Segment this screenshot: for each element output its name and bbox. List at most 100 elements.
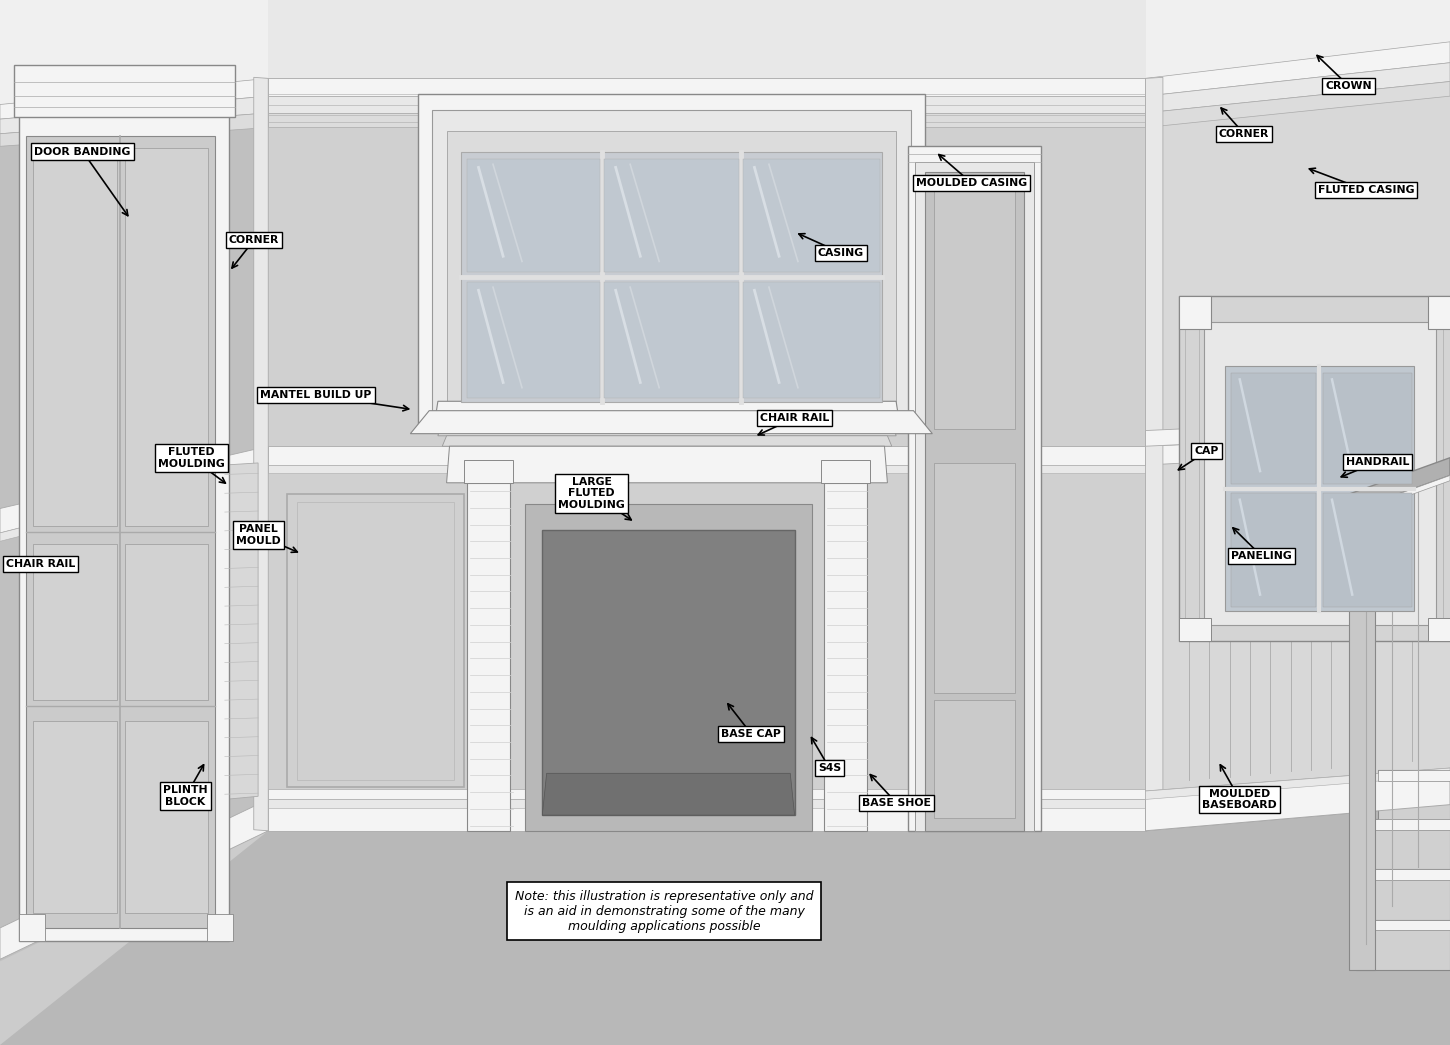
Polygon shape bbox=[1146, 775, 1450, 831]
Bar bbox=[432, 110, 911, 418]
Text: PANELING: PANELING bbox=[1231, 551, 1292, 561]
Bar bbox=[1225, 366, 1414, 611]
Polygon shape bbox=[14, 65, 235, 117]
Bar bbox=[1231, 493, 1315, 607]
Bar bbox=[742, 159, 880, 272]
Polygon shape bbox=[0, 805, 1450, 1045]
Text: CHAIR RAIL: CHAIR RAIL bbox=[6, 559, 75, 570]
Text: MANTEL BUILD UP: MANTEL BUILD UP bbox=[261, 390, 371, 400]
Bar bbox=[125, 721, 209, 913]
Polygon shape bbox=[0, 78, 268, 119]
Polygon shape bbox=[268, 799, 1146, 808]
Bar bbox=[1370, 819, 1450, 830]
Bar bbox=[33, 148, 117, 526]
Bar bbox=[1363, 869, 1450, 880]
Polygon shape bbox=[435, 401, 899, 420]
Bar bbox=[464, 460, 513, 483]
Bar bbox=[467, 282, 600, 398]
Bar bbox=[821, 460, 870, 483]
Text: PANEL
MOULD: PANEL MOULD bbox=[236, 525, 280, 545]
Polygon shape bbox=[268, 799, 1146, 831]
Polygon shape bbox=[1146, 42, 1450, 96]
Polygon shape bbox=[542, 773, 795, 815]
Bar bbox=[1348, 489, 1375, 970]
Bar bbox=[605, 159, 738, 272]
Bar bbox=[297, 502, 454, 780]
Bar bbox=[934, 179, 1015, 428]
Bar bbox=[1370, 819, 1450, 869]
Polygon shape bbox=[268, 0, 1146, 78]
Bar bbox=[447, 131, 896, 411]
Text: PLINTH
BLOCK: PLINTH BLOCK bbox=[164, 786, 207, 807]
Polygon shape bbox=[1146, 768, 1450, 799]
Bar bbox=[934, 700, 1015, 818]
Text: BASE CAP: BASE CAP bbox=[721, 728, 782, 739]
Text: CASING: CASING bbox=[818, 248, 864, 258]
Polygon shape bbox=[268, 789, 1146, 799]
Polygon shape bbox=[0, 446, 268, 533]
Text: CORNER: CORNER bbox=[229, 235, 278, 246]
Text: CORNER: CORNER bbox=[1219, 129, 1269, 139]
Bar bbox=[1356, 920, 1450, 970]
Bar bbox=[467, 159, 600, 272]
Polygon shape bbox=[442, 436, 892, 446]
Polygon shape bbox=[0, 113, 268, 146]
Bar bbox=[824, 483, 867, 831]
Polygon shape bbox=[410, 411, 932, 434]
Polygon shape bbox=[0, 0, 268, 104]
Polygon shape bbox=[268, 465, 1146, 473]
Polygon shape bbox=[447, 446, 887, 483]
Polygon shape bbox=[1146, 42, 1450, 831]
Text: FLUTED
MOULDING: FLUTED MOULDING bbox=[158, 447, 225, 468]
Polygon shape bbox=[1348, 475, 1450, 517]
Bar bbox=[1179, 296, 1211, 329]
Bar bbox=[287, 494, 464, 787]
Bar bbox=[1428, 618, 1450, 641]
Polygon shape bbox=[0, 465, 268, 541]
Polygon shape bbox=[438, 420, 896, 436]
Polygon shape bbox=[268, 446, 1146, 465]
Bar bbox=[125, 148, 209, 526]
Bar bbox=[934, 463, 1015, 694]
Text: LARGE
FLUTED
MOULDING: LARGE FLUTED MOULDING bbox=[558, 477, 625, 510]
Text: Note: this illustration is representative only and
is an aid in demonstrating so: Note: this illustration is representativ… bbox=[515, 889, 813, 933]
Text: CHAIR RAIL: CHAIR RAIL bbox=[760, 413, 829, 423]
Polygon shape bbox=[225, 463, 258, 799]
Bar bbox=[1356, 920, 1450, 930]
Bar bbox=[1378, 770, 1450, 781]
Bar bbox=[19, 914, 45, 940]
Polygon shape bbox=[268, 78, 1146, 831]
Bar bbox=[1363, 869, 1450, 920]
Text: S4S: S4S bbox=[818, 763, 841, 773]
Bar bbox=[1324, 493, 1412, 607]
Bar bbox=[1204, 322, 1436, 625]
Polygon shape bbox=[1146, 63, 1450, 113]
Polygon shape bbox=[254, 77, 268, 831]
Bar bbox=[742, 282, 880, 398]
Text: DOOR BANDING: DOOR BANDING bbox=[35, 146, 130, 157]
Bar bbox=[1378, 770, 1450, 820]
Bar bbox=[1179, 296, 1450, 641]
Text: FLUTED CASING: FLUTED CASING bbox=[1318, 185, 1414, 195]
Bar bbox=[1324, 373, 1412, 484]
Text: CAP: CAP bbox=[1195, 446, 1218, 457]
Polygon shape bbox=[0, 96, 268, 134]
Polygon shape bbox=[1348, 458, 1450, 512]
Polygon shape bbox=[1146, 82, 1450, 127]
Polygon shape bbox=[268, 96, 1146, 113]
Bar bbox=[467, 483, 510, 831]
Bar bbox=[418, 94, 925, 428]
Text: CROWN: CROWN bbox=[1325, 80, 1372, 91]
Polygon shape bbox=[1146, 433, 1450, 465]
Polygon shape bbox=[268, 113, 1146, 127]
Bar bbox=[1231, 373, 1315, 484]
Polygon shape bbox=[268, 78, 1146, 96]
Polygon shape bbox=[1146, 0, 1450, 78]
Bar bbox=[33, 721, 117, 913]
Text: MOULDED CASING: MOULDED CASING bbox=[916, 178, 1027, 188]
Bar bbox=[33, 544, 117, 700]
Polygon shape bbox=[19, 84, 229, 941]
Bar bbox=[1179, 618, 1211, 641]
Polygon shape bbox=[1146, 768, 1450, 831]
Bar bbox=[908, 146, 1041, 831]
